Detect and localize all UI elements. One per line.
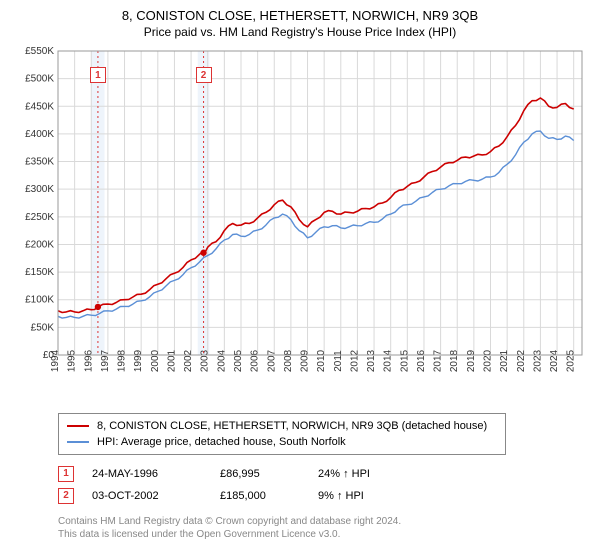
svg-text:2022: 2022 bbox=[516, 349, 527, 372]
legend-row: HPI: Average price, detached house, Sout… bbox=[67, 434, 497, 450]
svg-text:£50K: £50K bbox=[31, 322, 55, 333]
svg-text:1995: 1995 bbox=[67, 349, 78, 372]
svg-text:£200K: £200K bbox=[25, 239, 54, 250]
svg-text:2010: 2010 bbox=[316, 349, 327, 372]
sale-price: £86,995 bbox=[220, 463, 300, 485]
price-chart: £0£50K£100K£150K£200K£250K£300K£350K£400… bbox=[12, 45, 588, 405]
svg-text:2003: 2003 bbox=[200, 349, 211, 372]
svg-text:2002: 2002 bbox=[183, 349, 194, 372]
chart-subtitle: Price paid vs. HM Land Registry's House … bbox=[12, 25, 588, 39]
svg-text:1996: 1996 bbox=[83, 349, 94, 372]
svg-text:2024: 2024 bbox=[549, 349, 560, 372]
svg-text:2000: 2000 bbox=[150, 349, 161, 372]
svg-text:£550K: £550K bbox=[25, 46, 54, 57]
svg-text:2023: 2023 bbox=[532, 349, 543, 372]
legend-row: 8, CONISTON CLOSE, HETHERSETT, NORWICH, … bbox=[67, 418, 497, 434]
sale-hpi-delta: 9% ↑ HPI bbox=[318, 485, 408, 507]
svg-text:2017: 2017 bbox=[433, 349, 444, 372]
svg-text:2018: 2018 bbox=[449, 349, 460, 372]
footer-line: Contains HM Land Registry data © Crown c… bbox=[58, 515, 588, 528]
svg-text:£150K: £150K bbox=[25, 267, 54, 278]
svg-text:2011: 2011 bbox=[333, 350, 344, 372]
svg-text:£400K: £400K bbox=[25, 129, 54, 140]
footer-line: This data is licensed under the Open Gov… bbox=[58, 528, 588, 541]
sale-row: 2 03-OCT-2002 £185,000 9% ↑ HPI bbox=[58, 485, 588, 507]
sale-date: 24-MAY-1996 bbox=[92, 463, 202, 485]
svg-text:£450K: £450K bbox=[25, 101, 54, 112]
svg-text:2008: 2008 bbox=[283, 349, 294, 372]
sale-price: £185,000 bbox=[220, 485, 300, 507]
sale-row: 1 24-MAY-1996 £86,995 24% ↑ HPI bbox=[58, 463, 588, 485]
svg-text:2009: 2009 bbox=[300, 349, 311, 372]
svg-text:2004: 2004 bbox=[216, 349, 227, 372]
svg-text:2021: 2021 bbox=[499, 349, 510, 372]
attribution-footer: Contains HM Land Registry data © Crown c… bbox=[58, 515, 588, 541]
sale-callout-2: 2 bbox=[196, 67, 212, 83]
legend-swatch bbox=[67, 425, 89, 427]
svg-text:£350K: £350K bbox=[25, 157, 54, 168]
svg-text:2014: 2014 bbox=[383, 349, 394, 372]
svg-text:2006: 2006 bbox=[250, 349, 261, 372]
svg-text:2005: 2005 bbox=[233, 349, 244, 372]
chart-title: 8, CONISTON CLOSE, HETHERSETT, NORWICH, … bbox=[12, 8, 588, 23]
svg-text:2001: 2001 bbox=[166, 349, 177, 372]
svg-text:2007: 2007 bbox=[266, 349, 277, 372]
svg-text:£100K: £100K bbox=[25, 295, 54, 306]
sale-date: 03-OCT-2002 bbox=[92, 485, 202, 507]
svg-text:2019: 2019 bbox=[466, 349, 477, 372]
svg-text:2013: 2013 bbox=[366, 349, 377, 372]
sale-hpi-delta: 24% ↑ HPI bbox=[318, 463, 408, 485]
svg-text:2025: 2025 bbox=[566, 349, 577, 372]
legend-swatch bbox=[67, 441, 89, 443]
legend-label: 8, CONISTON CLOSE, HETHERSETT, NORWICH, … bbox=[97, 418, 487, 434]
sale-marker: 1 bbox=[58, 466, 74, 482]
svg-text:1997: 1997 bbox=[100, 349, 111, 372]
svg-text:2016: 2016 bbox=[416, 349, 427, 372]
sale-marker: 2 bbox=[58, 488, 74, 504]
svg-text:2015: 2015 bbox=[399, 349, 410, 372]
svg-text:1994: 1994 bbox=[50, 349, 61, 372]
legend-label: HPI: Average price, detached house, Sout… bbox=[97, 434, 346, 450]
svg-text:£250K: £250K bbox=[25, 212, 54, 223]
svg-text:2012: 2012 bbox=[349, 349, 360, 372]
svg-text:2020: 2020 bbox=[483, 349, 494, 372]
svg-text:£300K: £300K bbox=[25, 184, 54, 195]
svg-text:£500K: £500K bbox=[25, 74, 54, 85]
sales-table: 1 24-MAY-1996 £86,995 24% ↑ HPI 2 03-OCT-2002… bbox=[58, 463, 588, 507]
legend: 8, CONISTON CLOSE, HETHERSETT, NORWICH, … bbox=[58, 413, 506, 455]
svg-text:1999: 1999 bbox=[133, 349, 144, 372]
svg-text:1998: 1998 bbox=[117, 349, 128, 372]
sale-callout-1: 1 bbox=[90, 67, 106, 83]
